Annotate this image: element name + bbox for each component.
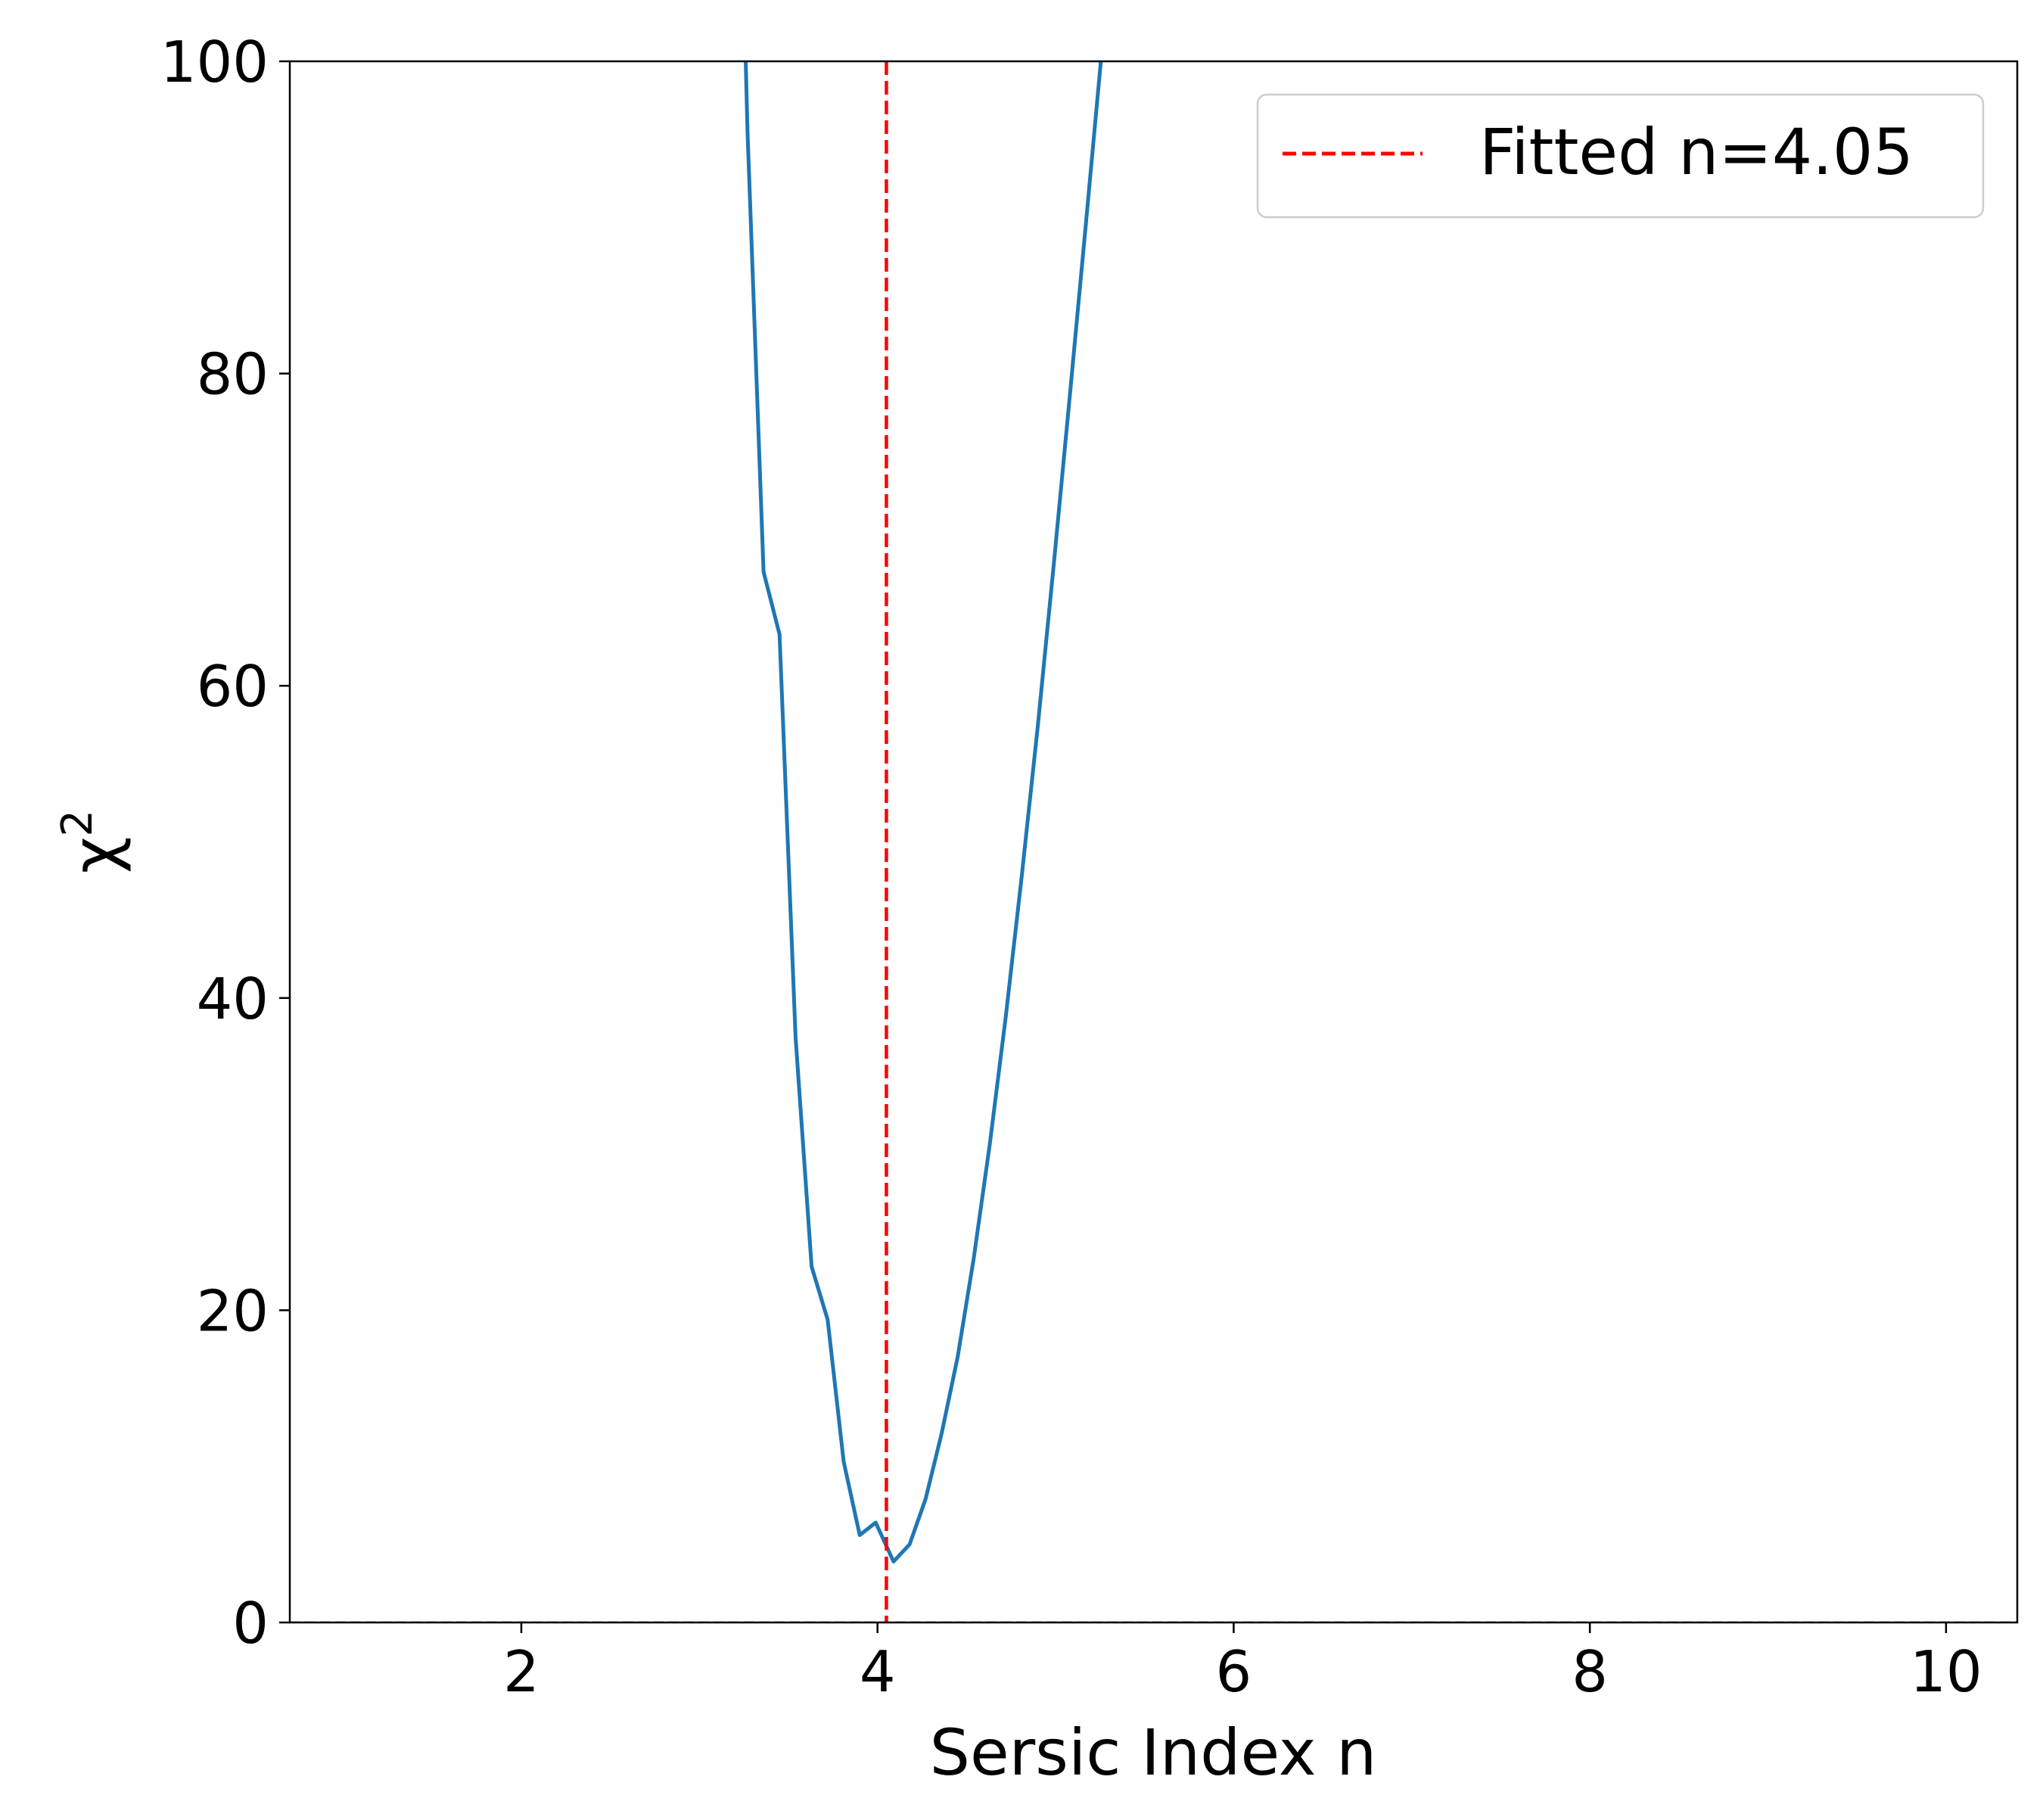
y-tick-label: 60: [197, 653, 269, 720]
y-axis-label-symbol: χ: [58, 837, 132, 874]
x-axis-label: Sersic Index n: [930, 1716, 1377, 1790]
y-tick-label: 20: [197, 1277, 269, 1344]
y-tick-label: 80: [197, 341, 269, 408]
legend-box: [1256, 93, 1985, 219]
y-tick-label: 0: [232, 1590, 269, 1657]
legend-label-fitted: Fitted n=4.05: [1479, 115, 1914, 189]
x-tick-label: 2: [503, 1638, 540, 1705]
series-line-0: [744, 61, 1103, 1563]
x-tick-label: 10: [1910, 1638, 1982, 1705]
axes-frame: [288, 60, 2019, 1624]
y-tick-label: 40: [197, 966, 269, 1032]
x-tick-label: 4: [860, 1638, 896, 1705]
y-tick-label: 100: [160, 29, 269, 95]
plot-area: [290, 61, 2017, 1622]
x-tick-label: 6: [1216, 1638, 1252, 1705]
y-axis-label: χ2: [53, 810, 132, 873]
marks-layer: [290, 61, 2017, 1622]
x-tick-label: 8: [1572, 1638, 1608, 1705]
legend: Fitted n=4.05: [1256, 93, 1985, 219]
y-axis-label-superscript: 2: [53, 810, 102, 837]
